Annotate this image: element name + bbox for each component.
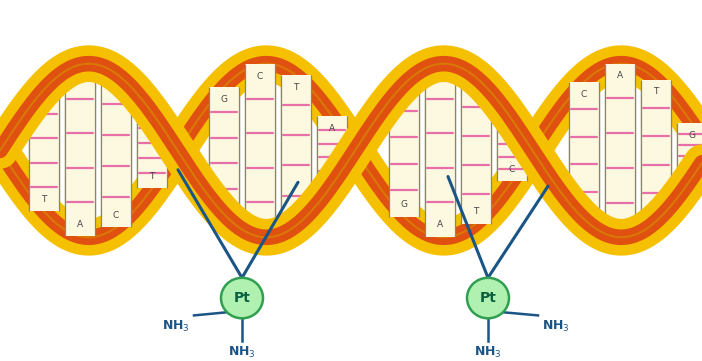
- Text: T: T: [617, 221, 623, 230]
- FancyBboxPatch shape: [29, 90, 59, 212]
- Text: G: G: [689, 131, 696, 140]
- FancyBboxPatch shape: [209, 87, 239, 214]
- FancyBboxPatch shape: [677, 123, 702, 178]
- FancyBboxPatch shape: [425, 64, 455, 237]
- FancyBboxPatch shape: [101, 74, 131, 227]
- FancyBboxPatch shape: [281, 75, 311, 226]
- Text: G: G: [581, 203, 588, 212]
- FancyBboxPatch shape: [461, 77, 491, 223]
- Text: A: A: [149, 120, 155, 129]
- Text: G: G: [508, 127, 515, 136]
- FancyBboxPatch shape: [209, 87, 239, 214]
- FancyBboxPatch shape: [497, 119, 527, 181]
- Text: A: A: [41, 97, 47, 106]
- Text: T: T: [654, 87, 658, 96]
- Text: T: T: [77, 73, 83, 82]
- Text: C: C: [509, 165, 515, 174]
- FancyBboxPatch shape: [425, 64, 455, 237]
- Text: A: A: [653, 205, 659, 214]
- FancyBboxPatch shape: [137, 113, 167, 188]
- Text: T: T: [473, 207, 479, 216]
- Text: NH$_3$: NH$_3$: [475, 345, 502, 360]
- Circle shape: [221, 278, 263, 318]
- Text: C: C: [581, 90, 587, 99]
- Text: G: G: [112, 81, 119, 90]
- Text: A: A: [437, 220, 443, 229]
- Text: G: G: [401, 200, 407, 209]
- Text: A: A: [473, 85, 479, 94]
- Text: A: A: [77, 219, 83, 229]
- FancyBboxPatch shape: [569, 82, 599, 219]
- Text: Pt: Pt: [479, 291, 496, 305]
- Text: A: A: [617, 71, 623, 81]
- FancyBboxPatch shape: [101, 74, 131, 227]
- FancyBboxPatch shape: [569, 82, 599, 219]
- Text: A: A: [293, 209, 299, 218]
- FancyBboxPatch shape: [461, 77, 491, 223]
- Text: Pt: Pt: [234, 291, 251, 305]
- FancyBboxPatch shape: [65, 65, 95, 236]
- Text: NH$_3$: NH$_3$: [542, 319, 569, 334]
- Text: C: C: [113, 211, 119, 219]
- FancyBboxPatch shape: [497, 119, 527, 181]
- FancyBboxPatch shape: [281, 75, 311, 226]
- FancyBboxPatch shape: [245, 64, 275, 237]
- Text: C: C: [401, 92, 407, 101]
- FancyBboxPatch shape: [605, 64, 635, 237]
- FancyBboxPatch shape: [29, 90, 59, 212]
- FancyBboxPatch shape: [245, 64, 275, 237]
- Text: T: T: [150, 171, 154, 180]
- Text: C: C: [689, 161, 695, 170]
- FancyBboxPatch shape: [317, 116, 347, 185]
- Text: G: G: [220, 95, 227, 104]
- FancyBboxPatch shape: [389, 84, 419, 217]
- Text: A: A: [329, 124, 335, 133]
- FancyBboxPatch shape: [317, 116, 347, 185]
- Text: T: T: [329, 168, 335, 177]
- FancyBboxPatch shape: [65, 65, 95, 236]
- Text: C: C: [221, 197, 227, 206]
- FancyBboxPatch shape: [641, 79, 671, 221]
- FancyBboxPatch shape: [641, 79, 671, 221]
- Text: C: C: [257, 72, 263, 81]
- Text: T: T: [437, 71, 443, 81]
- FancyBboxPatch shape: [389, 84, 419, 217]
- Text: G: G: [256, 220, 263, 229]
- FancyBboxPatch shape: [605, 64, 635, 237]
- Text: T: T: [41, 195, 47, 204]
- Text: T: T: [293, 83, 298, 92]
- FancyBboxPatch shape: [677, 123, 702, 178]
- Circle shape: [467, 278, 509, 318]
- Text: NH$_3$: NH$_3$: [228, 345, 256, 360]
- FancyBboxPatch shape: [137, 113, 167, 188]
- Text: NH$_3$: NH$_3$: [162, 319, 190, 334]
